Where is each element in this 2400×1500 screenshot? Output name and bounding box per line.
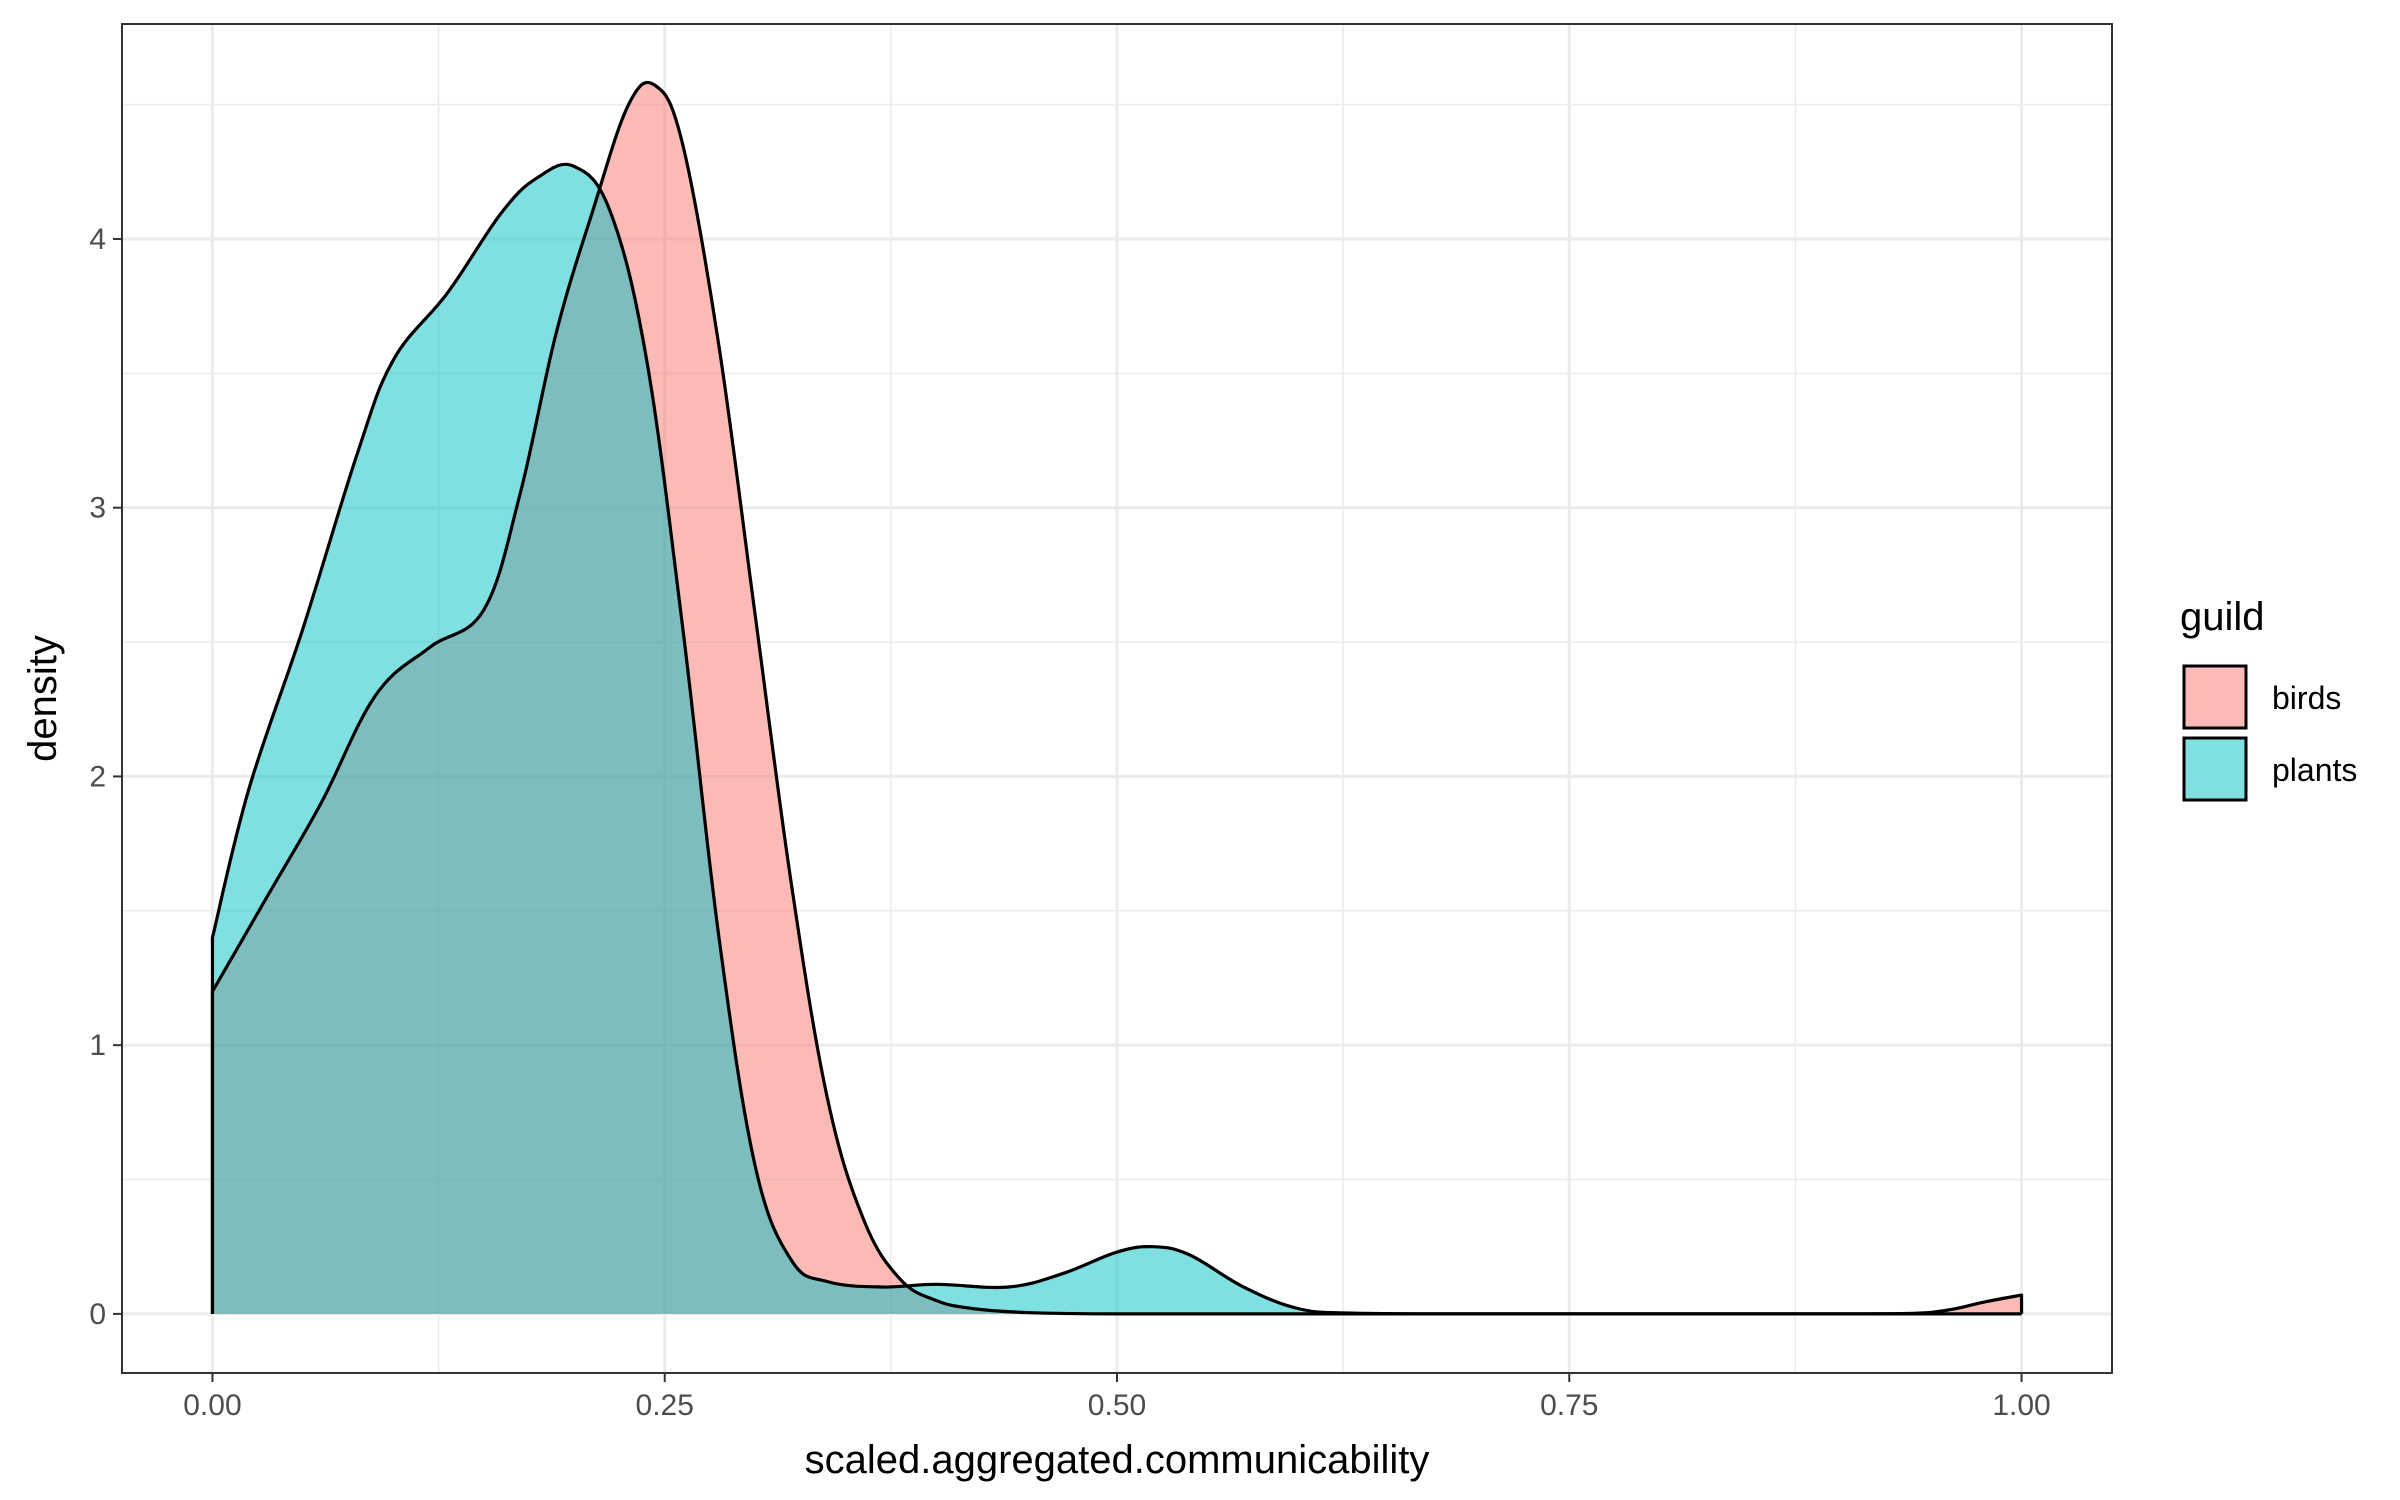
y-tick-label: 4 (89, 223, 106, 256)
legend: guild birds plants (2180, 595, 2357, 802)
y-tick-label: 3 (89, 492, 106, 525)
x-tick-label: 0.50 (1088, 1389, 1146, 1422)
legend-key-birds (2182, 664, 2248, 730)
x-axis-title: scaled.aggregated.communicability (805, 1438, 1430, 1482)
y-tick-label: 2 (89, 760, 106, 793)
y-tick-label: 1 (89, 1029, 106, 1062)
x-tick-label: 1.00 (1992, 1389, 2050, 1422)
y-tick-label: 0 (89, 1298, 106, 1331)
y-axis-title: density (21, 635, 65, 762)
x-axis-tick-labels: 0.00 0.25 0.50 0.75 1.00 (183, 1389, 2050, 1422)
x-tick-label: 0.25 (636, 1389, 694, 1422)
density-areas (210, 80, 2024, 1316)
density-area-plants (212, 164, 2022, 1314)
legend-label-plants: plants (2272, 752, 2357, 788)
legend-label-birds: birds (2272, 680, 2341, 716)
legend-title: guild (2180, 595, 2265, 639)
legend-key-plants (2182, 736, 2248, 802)
legend-items: birds plants (2182, 664, 2357, 802)
density-outline-plants (210, 162, 2022, 1316)
y-axis-tick-labels: 0 1 2 3 4 (89, 223, 106, 1331)
x-tick-label: 0.00 (183, 1389, 241, 1422)
axis-ticks (113, 237, 2023, 1382)
x-tick-label: 0.75 (1540, 1389, 1598, 1422)
